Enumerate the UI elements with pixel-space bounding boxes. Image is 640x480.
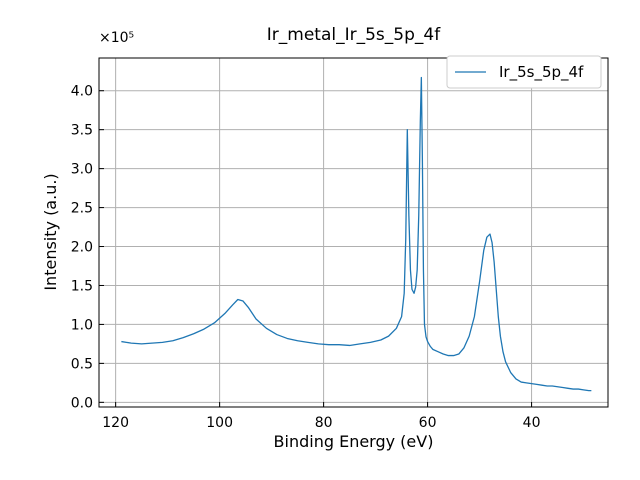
y-tick-label: 2.0	[71, 240, 93, 256]
y-tick-label: 1.5	[71, 278, 93, 294]
y-axis-label: Intensity (a.u.)	[41, 173, 60, 290]
y-scale-multiplier: ×10⁵	[99, 30, 134, 46]
x-axis-ticks: 120 100 80 60 40	[102, 402, 540, 431]
y-tick-label: 2.5	[71, 201, 93, 217]
series-line	[121, 76, 592, 392]
legend-label: Ir_5s_5p_4f	[499, 63, 584, 82]
y-tick-label: 0.0	[71, 395, 93, 411]
x-axis-label: Binding Energy (eV)	[274, 432, 434, 451]
chart-title: Ir_metal_Ir_5s_5p_4f	[267, 25, 441, 45]
plot-area	[121, 76, 592, 392]
legend: Ir_5s_5p_4f	[446, 55, 602, 89]
x-tick-label: 100	[206, 415, 233, 431]
y-tick-label: 0.5	[71, 356, 93, 372]
y-tick-label: 3.5	[71, 123, 93, 139]
x-tick-label: 80	[315, 415, 333, 431]
x-tick-label: 120	[102, 415, 129, 431]
x-tick-label: 40	[523, 415, 541, 431]
y-tick-label: 3.0	[71, 162, 93, 178]
legend-box	[446, 55, 602, 89]
y-tick-label: 1.0	[71, 317, 93, 333]
y-axis-ticks: 0.0 0.5 1.0 1.5 2.0 2.5 3.0 3.5 4.0	[71, 84, 104, 411]
axes-frame	[98, 57, 609, 408]
y-tick-label: 4.0	[71, 84, 93, 100]
grid	[99, 58, 608, 407]
x-tick-label: 60	[419, 415, 437, 431]
